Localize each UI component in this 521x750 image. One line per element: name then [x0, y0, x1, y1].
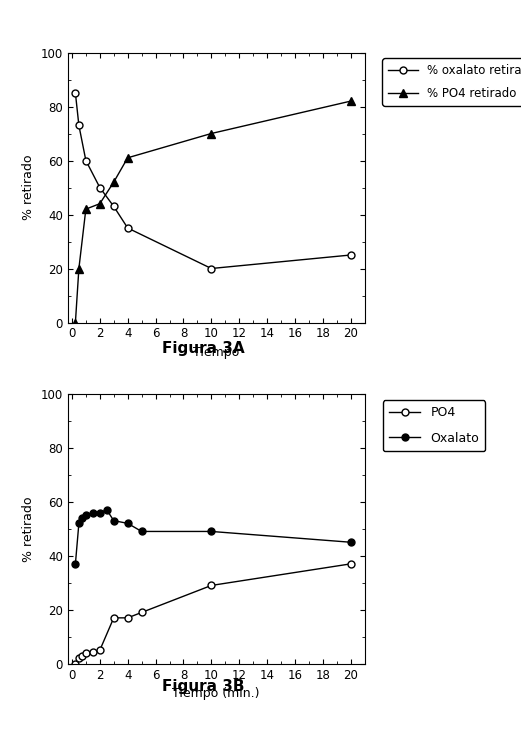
Line: Oxalato: Oxalato [72, 506, 354, 567]
PO4 [125, 614, 131, 622]
PO4 [79, 651, 85, 660]
% oxalato retirado [83, 156, 89, 165]
PO4 [72, 659, 79, 668]
% PO4 retirado [125, 153, 131, 162]
Oxalato [97, 508, 103, 517]
PO4 [76, 654, 82, 663]
% oxalato retirado [97, 183, 103, 192]
% PO4 retirado [72, 318, 79, 327]
% oxalato retirado [76, 121, 82, 130]
Line: % oxalato retirado: % oxalato retirado [72, 89, 354, 272]
PO4 [208, 581, 215, 590]
PO4 [139, 608, 145, 617]
PO4 [348, 560, 354, 568]
% oxalato retirado [125, 224, 131, 232]
Y-axis label: % retirado: % retirado [22, 154, 35, 220]
X-axis label: Tiempo (min.): Tiempo (min.) [172, 687, 260, 700]
% oxalato retirado [208, 264, 215, 273]
X-axis label: Tiempo: Tiempo [193, 346, 239, 359]
Legend: % oxalato retirado, % PO4 retirado: % oxalato retirado, % PO4 retirado [382, 58, 521, 106]
Oxalato [79, 514, 85, 523]
Oxalato [90, 508, 96, 517]
% PO4 retirado [97, 200, 103, 208]
% oxalato retirado [348, 251, 354, 260]
% PO4 retirado [83, 205, 89, 214]
Text: Figura 3A: Figura 3A [162, 341, 244, 356]
PO4 [110, 614, 117, 622]
Line: PO4: PO4 [72, 560, 354, 668]
% PO4 retirado [76, 264, 82, 273]
% PO4 retirado [348, 97, 354, 106]
Oxalato [348, 538, 354, 547]
Oxalato [104, 506, 110, 515]
Y-axis label: % retirado: % retirado [22, 496, 35, 562]
Oxalato [125, 519, 131, 528]
Oxalato [83, 511, 89, 520]
% oxalato retirado [72, 88, 79, 98]
% PO4 retirado [110, 178, 117, 187]
PO4 [97, 646, 103, 655]
PO4 [83, 649, 89, 658]
Oxalato [72, 560, 79, 568]
Line: % PO4 retirado: % PO4 retirado [71, 97, 355, 327]
% PO4 retirado [208, 129, 215, 138]
Text: Figura 3B: Figura 3B [162, 679, 244, 694]
Oxalato [110, 516, 117, 525]
PO4 [90, 647, 96, 656]
Oxalato [139, 527, 145, 536]
Oxalato [208, 527, 215, 536]
% oxalato retirado [110, 202, 117, 211]
Oxalato [76, 519, 82, 528]
Legend: PO4, Oxalato: PO4, Oxalato [383, 400, 486, 451]
